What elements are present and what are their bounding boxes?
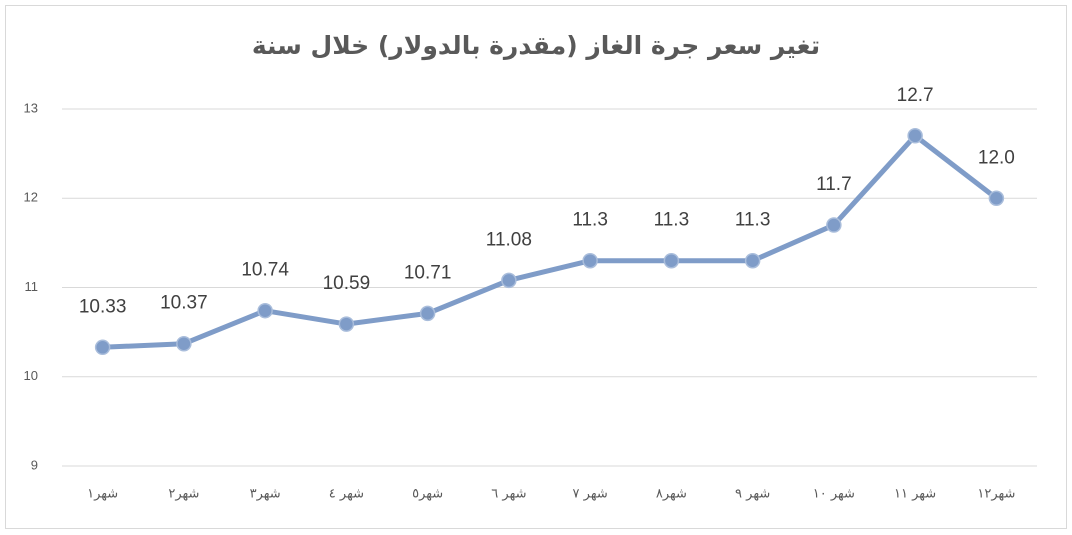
- x-tick-label: شهر٨: [656, 487, 687, 502]
- data-point: [501, 272, 517, 289]
- y-tick-label: 12: [24, 190, 38, 205]
- data-label: 10.74: [241, 260, 289, 281]
- data-label: 11.3: [572, 210, 608, 231]
- chart-title: تغير سعر جرة الغاز (مقدرة بالدولار) خلال…: [252, 31, 820, 61]
- data-label: 10.37: [160, 293, 208, 314]
- x-tick-label: شهر ٧: [573, 487, 608, 502]
- data-label: 11.3: [735, 210, 771, 231]
- data-point: [94, 339, 111, 356]
- x-tick-label: شهر ٤: [329, 487, 364, 502]
- data-line: [102, 133, 998, 350]
- data-label: 10.33: [79, 296, 127, 317]
- data-label: 10.59: [323, 273, 371, 294]
- data-point: [582, 252, 598, 269]
- chart-border: [5, 5, 1067, 529]
- data-label: 11.7: [816, 174, 852, 195]
- x-tick-label: شهر٥: [412, 487, 443, 502]
- y-tick-label: 11: [25, 279, 39, 294]
- x-tick-label: شهر ٦: [491, 487, 526, 502]
- x-tick-label: شهر ٩: [735, 487, 770, 502]
- data-point: [744, 252, 761, 269]
- data-point: [257, 302, 273, 319]
- data-label: 10.71: [404, 262, 452, 283]
- data-label: 12.0: [978, 147, 1015, 168]
- y-tick-label: 10: [24, 368, 38, 383]
- data-point: [988, 190, 1005, 206]
- data-point: [419, 305, 436, 322]
- data-point: [338, 316, 355, 332]
- x-tick-label: شهر١: [87, 487, 118, 502]
- y-tick-label: 9: [31, 457, 38, 472]
- x-tick-label: شهر١٢: [977, 487, 1015, 502]
- x-tick-label: شهر٣: [250, 487, 281, 502]
- data-point: [826, 217, 842, 233]
- data-point: [176, 335, 192, 352]
- x-tick-label: شهر٢: [168, 487, 199, 502]
- x-tick-label: شهر ١١: [894, 487, 936, 502]
- x-tick-label: شهر ١٠: [813, 487, 855, 502]
- data-label: 11.08: [486, 229, 532, 250]
- y-tick-label: 13: [24, 100, 38, 115]
- data-label: 11.3: [654, 210, 690, 231]
- data-point: [663, 252, 680, 269]
- data-point: [907, 128, 923, 144]
- data-label: 12.7: [897, 85, 934, 106]
